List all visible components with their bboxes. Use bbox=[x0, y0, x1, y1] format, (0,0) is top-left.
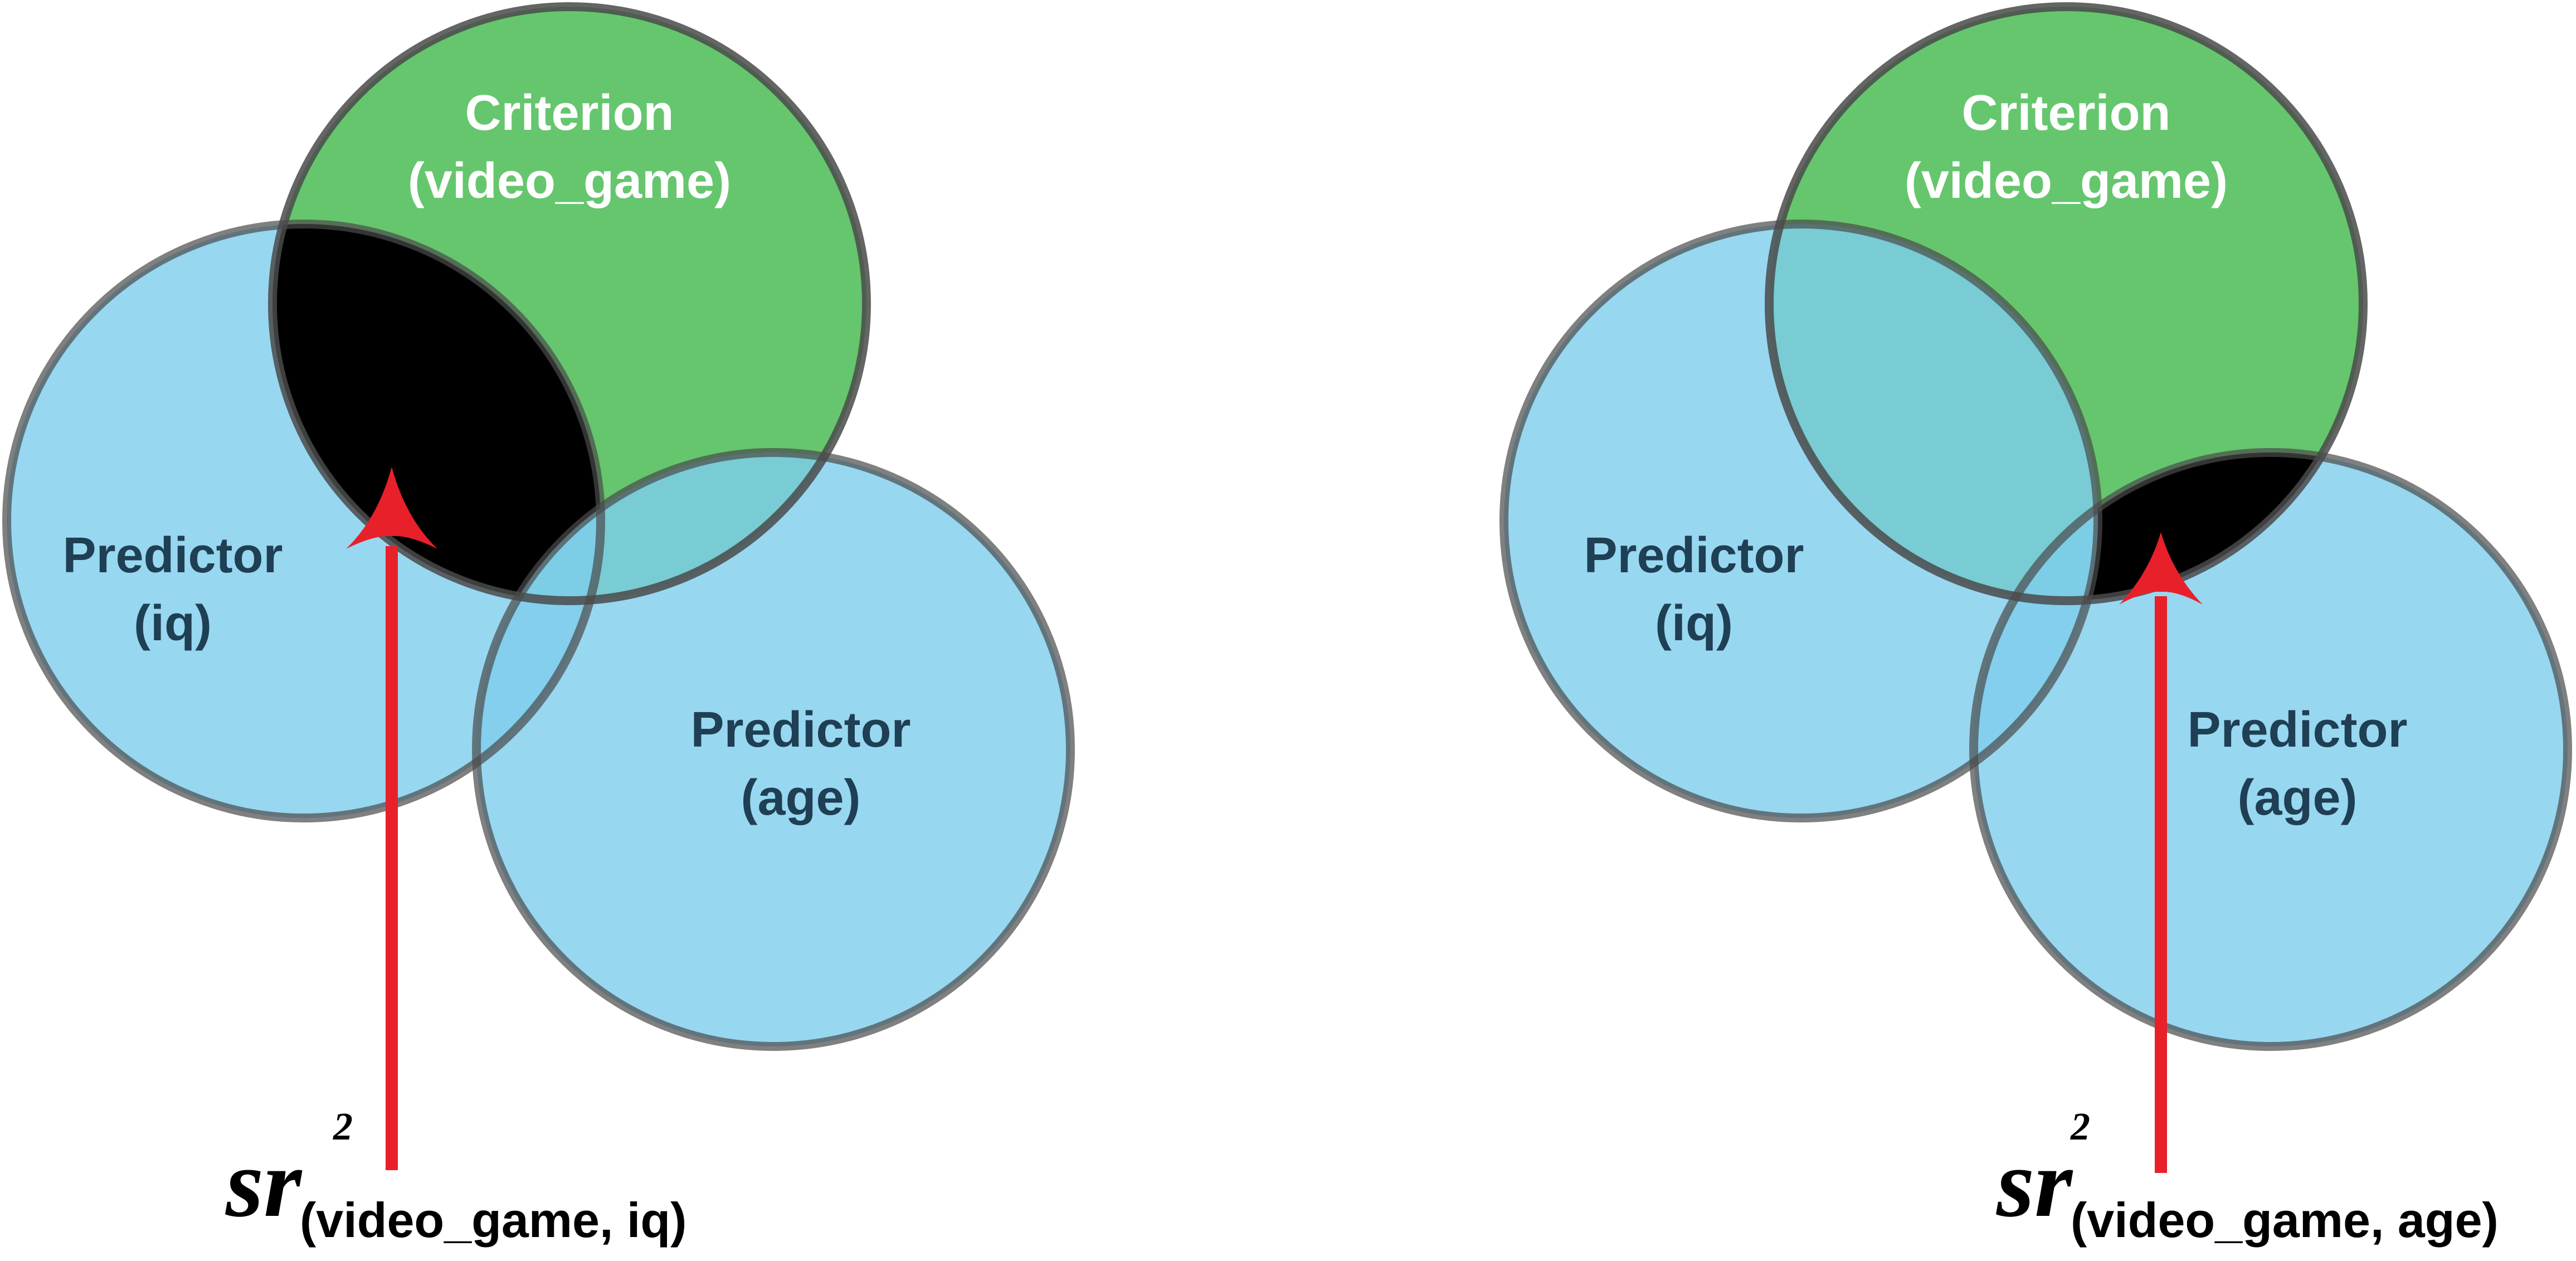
predictor-age-label-line2: (age) bbox=[741, 770, 860, 826]
predictor-age-outline bbox=[1969, 448, 2572, 1051]
criterion-label-line2: (video_game) bbox=[408, 153, 731, 209]
criterion-label-line1: Criterion bbox=[1961, 85, 2170, 141]
venn-panel-iq: Criterion (video_game) Predictor (iq) Pr… bbox=[2, 2, 1075, 1248]
criterion-outline bbox=[1765, 2, 2368, 605]
arrow-iq bbox=[346, 467, 437, 1170]
sr-symbol-age: sr bbox=[1996, 1129, 2073, 1237]
predictor-iq-label-line2: (iq) bbox=[134, 596, 212, 651]
venn-panel-age: Criterion (video_game) Predictor (iq) Pr… bbox=[1499, 2, 2572, 1248]
predictor-iq-outline bbox=[1499, 220, 2102, 822]
predictor-age-circle bbox=[1974, 452, 2568, 1046]
predictor-iq-circle bbox=[1504, 224, 2098, 818]
predictor-iq-label-line2: (iq) bbox=[1655, 596, 1733, 651]
sr-subscript-age: (video_game, age) bbox=[2071, 1192, 2499, 1248]
predictor-age-label-line1: Predictor bbox=[690, 702, 910, 758]
sr-symbol-iq: sr bbox=[225, 1129, 303, 1237]
criterion-label-line2: (video_game) bbox=[1905, 153, 2228, 209]
predictor-iq-outline bbox=[2, 220, 605, 822]
predictor-iq-label-line1: Predictor bbox=[1584, 528, 1804, 583]
criterion-label-line1: Criterion bbox=[465, 85, 674, 141]
arrow-age bbox=[2119, 532, 2203, 1173]
predictor-age-outline bbox=[472, 448, 1075, 1051]
predictor-age-label-line1: Predictor bbox=[2187, 702, 2407, 758]
sr-superscript-iq: 2 bbox=[333, 1106, 353, 1148]
sr-superscript-age: 2 bbox=[2070, 1106, 2090, 1148]
predictor-age-circle bbox=[476, 452, 1070, 1046]
criterion-outline bbox=[268, 2, 871, 605]
predictor-age-label-line2: (age) bbox=[2237, 770, 2357, 826]
sr-subscript-iq: (video_game, iq) bbox=[300, 1192, 686, 1248]
predictor-iq-label-line1: Predictor bbox=[62, 528, 283, 583]
